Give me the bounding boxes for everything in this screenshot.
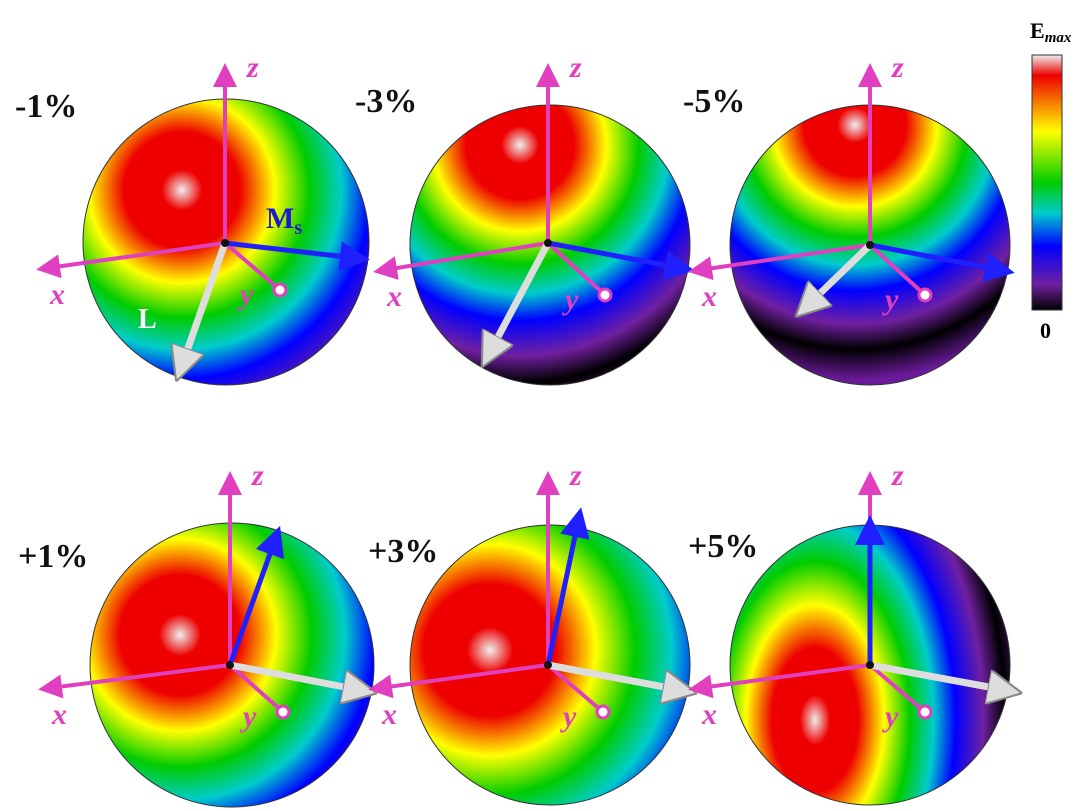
x-axis	[688, 663, 871, 699]
axis-label: x	[386, 280, 402, 313]
y-axis-end	[595, 704, 611, 720]
x-axis	[368, 663, 549, 699]
origin	[221, 239, 229, 247]
ms-vector	[227, 525, 285, 666]
axis-label: z	[251, 459, 264, 492]
x-axis	[38, 663, 231, 699]
axis-label: y	[240, 700, 257, 733]
l-vector	[490, 241, 552, 352]
l-vector	[182, 241, 229, 365]
axis-label: z	[569, 51, 582, 84]
panel-label: +3%	[368, 533, 438, 570]
y-axis	[223, 241, 282, 292]
l-vector	[869, 661, 1005, 690]
origin	[544, 661, 552, 669]
ms-vector	[224, 240, 370, 272]
origin	[866, 661, 874, 669]
ms-label: Ms	[266, 202, 302, 239]
axis-label: x	[381, 698, 397, 731]
l-vector	[808, 242, 873, 305]
origin	[866, 241, 874, 249]
axis-label: y	[237, 278, 254, 311]
x-axis	[373, 241, 549, 280]
axis-label: z	[891, 459, 904, 492]
panel-label: +1%	[18, 538, 88, 575]
axis-label: x	[701, 280, 717, 313]
axis-label: y	[882, 283, 899, 316]
colorbar	[1031, 54, 1063, 311]
y-axis-end	[917, 287, 933, 303]
y-axis-end	[917, 704, 933, 720]
axis-label: z	[891, 51, 904, 84]
colorbar-min: 0	[1040, 318, 1051, 343]
axis-label: y	[882, 700, 899, 733]
axis-label: y	[562, 283, 579, 316]
axis-label: x	[701, 698, 717, 731]
panel-label: -3%	[355, 83, 417, 120]
colorbar-title: Emax	[1030, 18, 1072, 46]
y-axis	[228, 663, 285, 714]
axis-label: z	[246, 51, 259, 84]
origin	[226, 661, 234, 669]
panel-label: -1%	[15, 88, 77, 125]
axis-label: z	[569, 459, 582, 492]
panel-label: -5%	[683, 83, 745, 120]
panel-label: +5%	[688, 528, 758, 565]
x-axis	[36, 241, 226, 279]
y-axis-end	[272, 282, 288, 298]
y-axis	[868, 243, 927, 297]
l-label: L	[138, 304, 157, 335]
ms-vector	[547, 240, 695, 280]
l-vector	[229, 661, 360, 690]
y-axis-end	[275, 704, 291, 720]
x-axis	[688, 243, 871, 281]
axis-label: y	[560, 700, 577, 733]
y-axis	[546, 241, 607, 297]
l-vector	[547, 661, 680, 690]
y-axis-end	[597, 287, 613, 303]
ms-vector	[545, 507, 590, 666]
y-axis	[868, 663, 927, 714]
ms-vector	[869, 242, 1015, 282]
y-axis	[546, 663, 605, 714]
origin	[544, 239, 552, 247]
axis-label: x	[51, 698, 67, 731]
axis-label: x	[49, 278, 65, 311]
